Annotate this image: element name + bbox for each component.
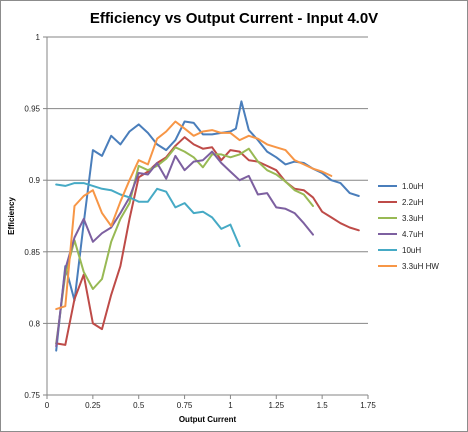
x-tick-label: 1.5 bbox=[317, 401, 329, 410]
y-tick-label: 0.8 bbox=[29, 319, 41, 328]
y-axis-label: Efficiency bbox=[7, 197, 16, 235]
series-line-4-7uh bbox=[55, 150, 314, 348]
series-line-3-3uh-hw bbox=[55, 120, 333, 311]
x-axis-label: Output Current bbox=[179, 415, 237, 424]
legend-label: 2.2uH bbox=[402, 198, 424, 207]
legend-label: 3.3uH HW bbox=[402, 262, 439, 271]
legend-label: 1.0uH bbox=[402, 182, 424, 191]
x-tick-label: 1.25 bbox=[268, 401, 284, 410]
legend-label: 4.7uH bbox=[402, 230, 424, 239]
series-line-1-0uh bbox=[55, 100, 360, 352]
legend-label: 10uH bbox=[402, 246, 421, 255]
x-tick-label: 0 bbox=[45, 401, 50, 410]
series-line-10uh bbox=[55, 182, 241, 248]
y-tick-label: 0.75 bbox=[24, 391, 40, 400]
x-tick-label: 0.75 bbox=[177, 401, 193, 410]
y-tick-label: 0.95 bbox=[24, 105, 40, 114]
legend-label: 3.3uH bbox=[402, 214, 424, 223]
y-tick-label: 1 bbox=[36, 33, 41, 42]
y-tick-label: 0.9 bbox=[29, 176, 41, 185]
series-line-3-3uh bbox=[55, 146, 314, 345]
series-line-2-2uh bbox=[55, 136, 360, 346]
x-tick-label: 1 bbox=[228, 401, 233, 410]
x-tick-label: 1.75 bbox=[360, 401, 376, 410]
chart-title: Efficiency vs Output Current - Input 4.0… bbox=[90, 10, 378, 27]
y-tick-label: 0.85 bbox=[24, 248, 40, 257]
x-tick-label: 0.5 bbox=[133, 401, 145, 410]
x-tick-label: 0.25 bbox=[85, 401, 101, 410]
